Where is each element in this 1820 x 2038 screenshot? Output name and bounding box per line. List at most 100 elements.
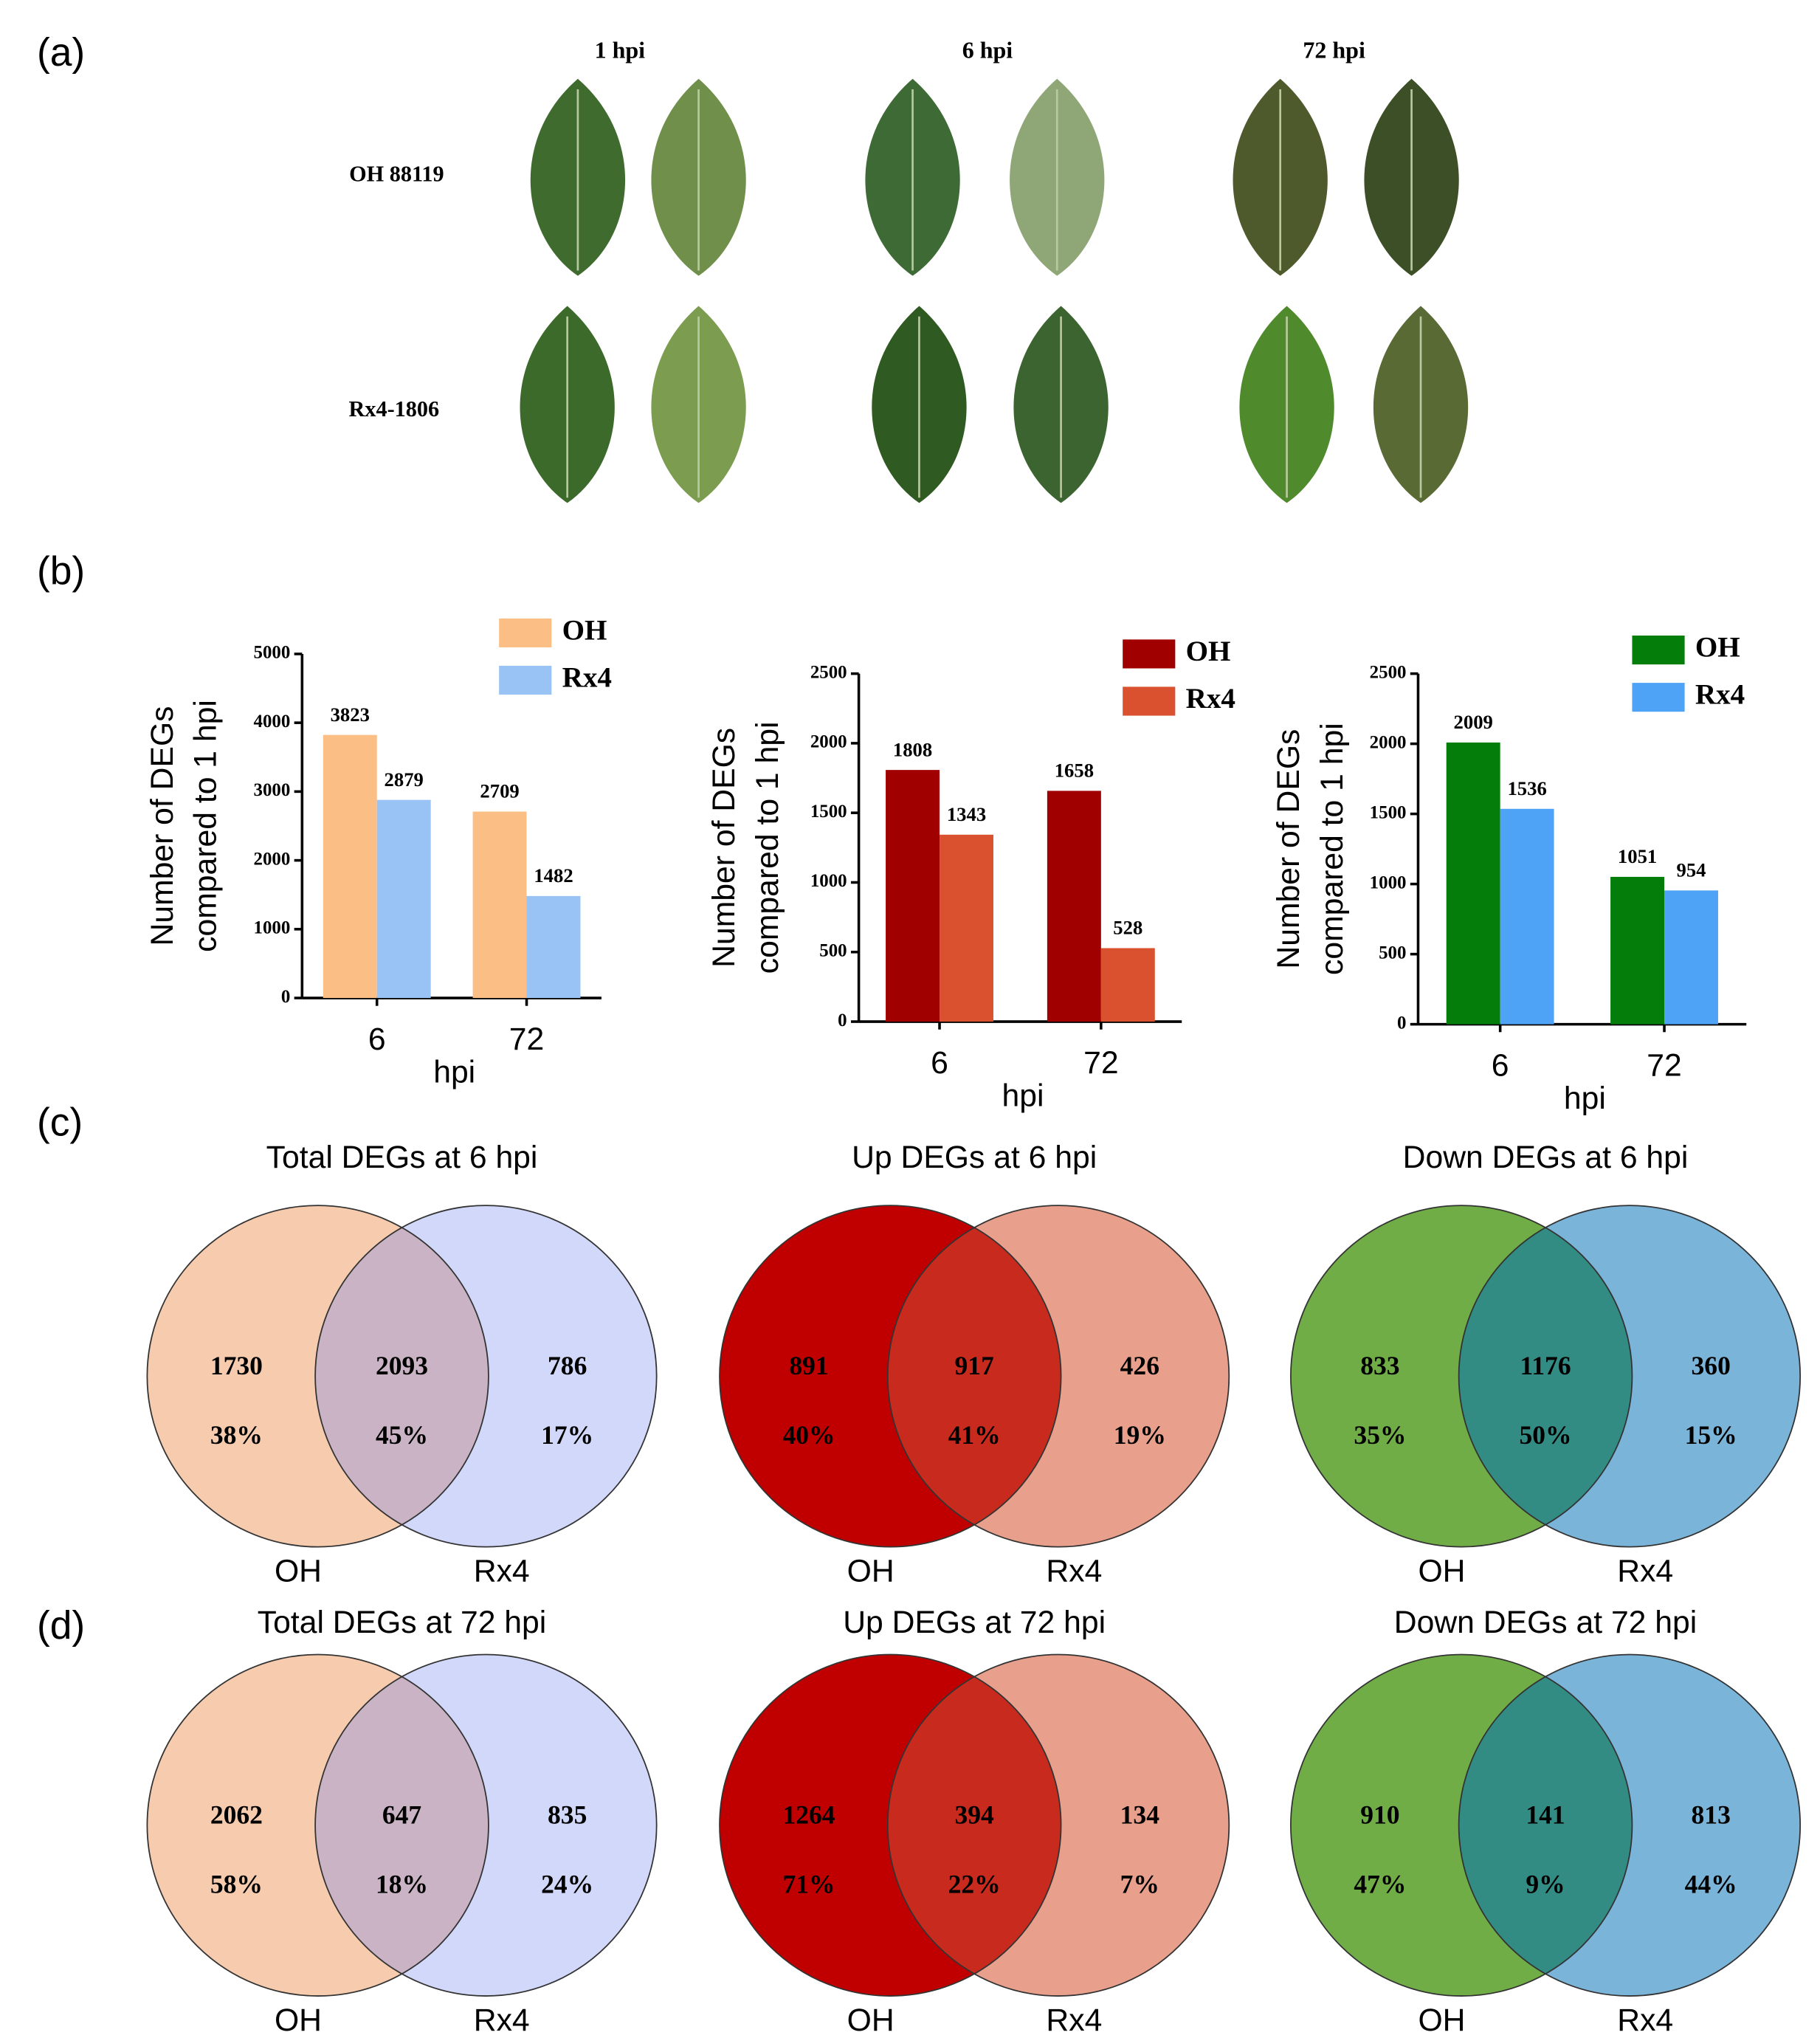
y-tick-label: 2500 — [810, 662, 847, 682]
venn-count: 1264 — [782, 1800, 835, 1829]
legend-label: Rx4 — [562, 662, 612, 694]
legend-swatch — [499, 665, 552, 695]
y-tick-label: 2000 — [254, 849, 291, 869]
venn-outline — [314, 1653, 658, 1997]
y-axis-label: compared to 1 hpi — [188, 700, 224, 952]
venn-set-label: OH — [275, 2003, 322, 2038]
venn-title: Down DEGs at 72 hpi — [1394, 1605, 1697, 1640]
value-label: 1051 — [1618, 845, 1657, 867]
leaf-photos — [520, 78, 1469, 503]
y-axis-label: compared to 1 hpi — [750, 721, 785, 974]
legend-swatch — [1632, 636, 1685, 665]
venn-percent: 22% — [948, 1870, 1001, 1899]
row-label: OH 88119 — [349, 161, 444, 186]
panel-label: (a) — [37, 31, 85, 75]
venn-outline — [1290, 1653, 1633, 1997]
venn-count: 917 — [954, 1351, 993, 1380]
venn-outline — [719, 1653, 1062, 1997]
venn-set-label: Rx4 — [1617, 1554, 1673, 1589]
venn-set-label: OH — [275, 1554, 322, 1589]
value-label: 2009 — [1454, 711, 1493, 733]
venn-count: 813 — [1692, 1800, 1731, 1829]
bar — [940, 834, 993, 1022]
bar — [886, 770, 940, 1022]
value-label: 2879 — [385, 768, 424, 791]
panel-label: (b) — [37, 550, 85, 593]
panel-label: (d) — [37, 1604, 85, 1648]
legend-swatch — [499, 618, 552, 648]
value-label: 1343 — [947, 803, 986, 825]
bar — [1500, 808, 1554, 1025]
venn-overlap — [315, 1205, 489, 1547]
bar — [1100, 948, 1155, 1022]
venn-overlap — [1458, 1654, 1633, 1997]
venn-percent: 35% — [1354, 1420, 1406, 1450]
venn-percent: 18% — [376, 1870, 428, 1899]
bar — [526, 895, 581, 999]
venn-overlap — [1458, 1205, 1633, 1547]
venn-set-label: Rx4 — [1046, 2003, 1102, 2038]
venn-percent: 38% — [210, 1420, 263, 1450]
venn-percent: 50% — [1519, 1420, 1571, 1450]
x-tick-label: 6 — [931, 1045, 948, 1081]
x-tick-label: 72 — [509, 1022, 544, 1057]
y-tick-label: 1000 — [254, 918, 291, 938]
venn-outline — [1458, 1205, 1802, 1548]
y-tick-label: 0 — [1397, 1013, 1406, 1033]
x-tick-label: 72 — [1647, 1048, 1681, 1084]
value-label: 1808 — [893, 738, 932, 760]
venn-outline — [886, 1653, 1230, 1997]
venn-title: Total DEGs at 72 hpi — [258, 1605, 547, 1640]
venn-percent: 7% — [1120, 1870, 1159, 1899]
panel-label: (c) — [37, 1101, 83, 1145]
venn-count: 910 — [1360, 1800, 1399, 1829]
venn-overlap — [887, 1654, 1061, 1997]
bar — [376, 799, 431, 999]
x-tick-label: 6 — [368, 1022, 386, 1057]
y-axis-label: Number of DEGs — [706, 728, 742, 968]
bar — [472, 811, 527, 999]
value-label: 528 — [1113, 917, 1142, 939]
y-axis-label: Number of DEGs — [145, 706, 180, 946]
venn-percent: 58% — [210, 1870, 263, 1899]
venn-title: Up DEGs at 6 hpi — [852, 1140, 1097, 1175]
venn-percent: 9% — [1526, 1870, 1565, 1899]
column-label: 72 hpi — [1303, 37, 1365, 63]
venn-set-label: OH — [847, 2003, 895, 2038]
bar — [323, 734, 377, 999]
y-tick-label: 1000 — [1370, 872, 1407, 892]
x-axis-label: hpi — [1564, 1081, 1606, 1116]
legend-swatch — [1632, 683, 1685, 712]
venn-count: 1176 — [1520, 1351, 1571, 1380]
bar — [1664, 890, 1718, 1025]
legend-swatch — [1123, 639, 1176, 669]
venn-count: 835 — [548, 1800, 587, 1829]
venn-count: 2062 — [210, 1800, 263, 1829]
venn-outline — [314, 1205, 658, 1548]
y-tick-label: 3000 — [254, 780, 291, 800]
value-label: 3823 — [331, 703, 370, 726]
venn-percent: 47% — [1354, 1870, 1406, 1899]
bar — [1446, 742, 1500, 1025]
x-tick-label: 6 — [1492, 1048, 1509, 1084]
venn-count: 141 — [1526, 1800, 1565, 1829]
y-tick-label: 500 — [819, 940, 847, 960]
venn-set-label: Rx4 — [1617, 2003, 1673, 2038]
venn-set-label: OH — [1418, 2003, 1465, 2038]
y-tick-label: 4000 — [254, 712, 291, 731]
venn-count: 426 — [1120, 1351, 1159, 1380]
x-tick-label: 72 — [1083, 1045, 1118, 1081]
venn-overlap — [315, 1654, 489, 1997]
x-axis-label: hpi — [433, 1054, 475, 1089]
venn-overlap — [887, 1205, 1061, 1547]
y-tick-label: 2000 — [1370, 732, 1407, 752]
venn-percent: 19% — [1114, 1420, 1166, 1450]
venn-percent: 40% — [782, 1420, 835, 1450]
column-label: 1 hpi — [595, 37, 646, 63]
legend-label: Rx4 — [1186, 683, 1235, 715]
x-axis-label: hpi — [1002, 1078, 1044, 1114]
venn-outline — [886, 1205, 1230, 1548]
y-tick-label: 2000 — [810, 732, 847, 752]
venn-outline — [146, 1653, 489, 1997]
